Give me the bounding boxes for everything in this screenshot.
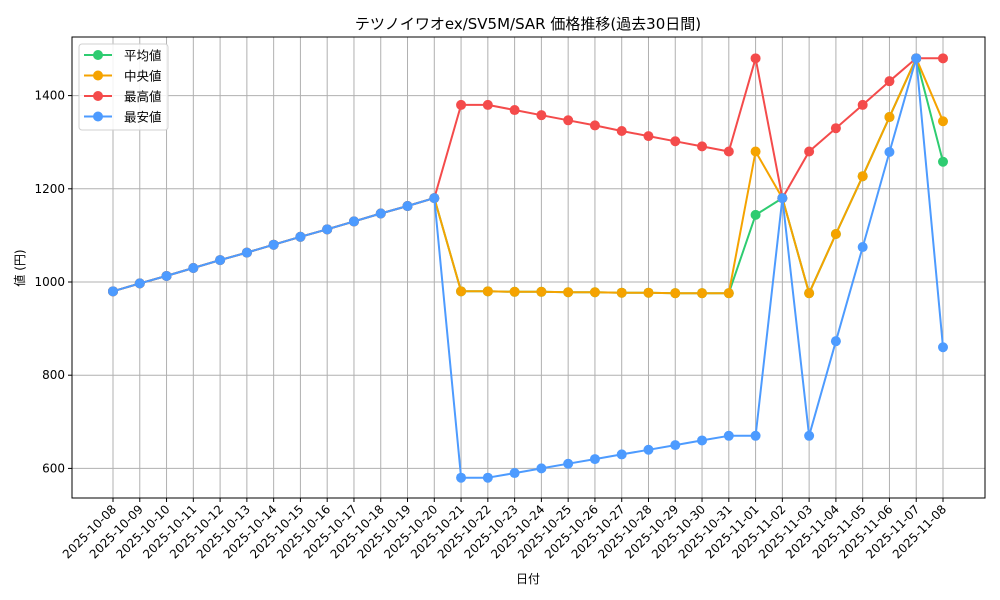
data-point — [482, 472, 493, 483]
data-point — [536, 463, 547, 474]
data-point — [616, 126, 627, 137]
data-point — [589, 287, 600, 298]
data-point — [643, 287, 654, 298]
legend-entry: 平均値 — [124, 48, 162, 63]
legend-entry: 最安値 — [124, 110, 162, 125]
data-point — [938, 156, 948, 167]
data-point — [884, 76, 895, 87]
legend-marker-icon — [93, 50, 103, 60]
series-line — [108, 53, 948, 483]
data-point — [804, 430, 815, 441]
data-point — [750, 209, 761, 220]
data-point — [857, 242, 868, 253]
data-point — [482, 99, 493, 110]
data-point — [643, 444, 654, 455]
data-point — [777, 193, 788, 204]
y-tick-label: 800 — [42, 368, 65, 382]
data-point — [670, 288, 681, 299]
data-point — [589, 120, 600, 131]
y-axis: 600 800 1000 1200 1400 — [34, 89, 72, 475]
data-point — [322, 224, 333, 235]
data-point — [804, 288, 815, 299]
data-point — [697, 435, 708, 446]
legend-marker-icon — [93, 111, 103, 122]
plot-frame — [71, 36, 986, 499]
data-point — [241, 247, 252, 258]
data-point — [268, 239, 279, 250]
data-point — [589, 454, 600, 465]
data-point — [857, 171, 868, 182]
data-point — [616, 287, 627, 298]
y-tick-label: 1400 — [34, 89, 65, 103]
data-point — [723, 288, 734, 299]
chart-title: テツノイワオex/SV5M/SAR 価格推移(過去30日間) — [355, 15, 701, 33]
data-point — [884, 146, 895, 157]
data-point — [402, 201, 413, 212]
data-point — [456, 286, 467, 297]
data-point — [295, 231, 306, 242]
data-point — [884, 112, 895, 123]
data-point — [563, 458, 574, 469]
data-point — [750, 53, 761, 64]
data-point — [509, 286, 520, 297]
series-line — [108, 53, 948, 299]
data-point — [563, 115, 574, 126]
y-tick-label: 1200 — [34, 182, 65, 196]
data-point — [536, 286, 547, 297]
data-point — [804, 146, 815, 157]
y-tick-label: 600 — [42, 461, 65, 475]
data-point — [536, 110, 547, 121]
data-point — [830, 123, 841, 134]
data-point — [429, 193, 440, 204]
data-point — [643, 131, 654, 142]
data-point — [670, 440, 681, 451]
data-point — [697, 141, 708, 152]
data-point — [161, 270, 172, 281]
data-point — [134, 278, 145, 289]
data-point — [750, 430, 761, 441]
data-point — [215, 255, 226, 266]
legend-marker-icon — [93, 70, 103, 81]
legend-entry: 中央値 — [124, 69, 162, 84]
data-point — [723, 146, 734, 157]
data-point — [857, 99, 868, 110]
data-point — [723, 430, 734, 441]
data-point — [830, 336, 841, 347]
data-point — [670, 136, 681, 147]
legend-marker-icon — [93, 91, 103, 101]
data-point — [509, 468, 520, 479]
y-tick-label: 1000 — [34, 275, 65, 289]
series-line — [108, 53, 948, 297]
data-point — [938, 116, 948, 127]
series-layer — [108, 53, 948, 483]
data-point — [750, 146, 761, 157]
data-point — [616, 449, 627, 460]
data-point — [509, 105, 520, 116]
data-point — [911, 53, 922, 64]
data-point — [188, 263, 199, 274]
data-point — [456, 99, 467, 110]
y-axis-label: 値 (円) — [12, 249, 27, 286]
data-point — [456, 472, 467, 483]
x-axis: 2025-10-082025-10-092025-10-102025-10-11… — [60, 498, 949, 561]
legend-box — [78, 43, 169, 131]
data-point — [563, 287, 574, 298]
data-point — [348, 216, 359, 227]
series-line — [108, 53, 948, 299]
data-point — [482, 286, 493, 297]
data-point — [830, 229, 841, 240]
data-point — [697, 288, 708, 299]
data-point — [375, 208, 386, 219]
grid-lines — [72, 37, 985, 498]
data-point — [108, 286, 118, 297]
x-axis-label: 日付 — [516, 572, 540, 586]
data-point — [938, 342, 948, 353]
legend-entry: 最高値 — [124, 89, 162, 104]
data-point — [938, 53, 948, 64]
